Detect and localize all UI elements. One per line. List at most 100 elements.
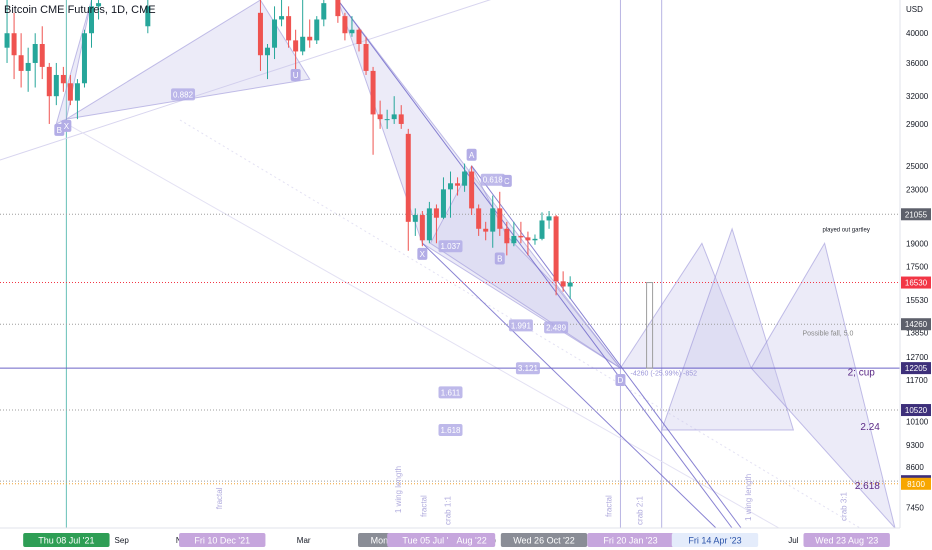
vertical-annotation: 1 wing length (744, 474, 753, 521)
price-badge: 12205 (905, 364, 928, 373)
candle-body (25, 62, 31, 71)
pattern-point-label: B (497, 255, 502, 264)
time-badge-bg (803, 533, 890, 547)
candle-body (363, 44, 369, 71)
candle-body (490, 208, 496, 232)
pattern-point-bg (494, 252, 505, 265)
price-tick-label: 10100 (906, 418, 929, 427)
candle-body (567, 282, 573, 287)
time-badge-bg (587, 533, 674, 547)
price-tick-label: 36000 (906, 59, 929, 68)
pattern-point-bg (290, 68, 301, 81)
ratio-label-bg (508, 319, 533, 332)
candle-body (419, 215, 425, 241)
harmonic-pattern-early-pattern (55, 0, 92, 125)
time-badge-bg (23, 533, 110, 547)
text-annotation: played out gartley (822, 228, 869, 234)
ratio-label: 1.991 (511, 321, 532, 330)
pattern-point-bg (615, 374, 626, 387)
time-badge: Fri 14 Apr '23 (688, 536, 741, 546)
ratio-label-bg (438, 240, 463, 253)
price-badge: 16530 (905, 279, 928, 288)
price-tick-label: 15530 (906, 296, 929, 305)
candle-body (74, 83, 80, 101)
candle-body (81, 33, 87, 84)
trend-line (337, 0, 733, 529)
measure-box (646, 282, 654, 369)
vertical-annotation: 1 wing length (394, 466, 403, 513)
vertical-annotation: fractal (604, 495, 613, 517)
ratio-label-bg (171, 88, 196, 101)
time-badge: Wed 26 Oct '22 (513, 536, 575, 546)
candle-body (518, 235, 524, 238)
pattern-point-label: U (293, 71, 299, 80)
time-tick-label: Jul (788, 536, 798, 545)
ratio-label: 0.618 (483, 176, 504, 185)
candle-body (32, 44, 38, 63)
guide-line (0, 0, 492, 161)
vertical-annotation: fractal (419, 495, 428, 517)
candle-body (279, 16, 285, 20)
price-badge-bg (901, 362, 931, 375)
price-badge-bg (901, 318, 931, 331)
ratio-label-bg (480, 173, 505, 186)
trend-line (421, 242, 717, 529)
candle-body (370, 70, 376, 115)
trend-line (471, 165, 742, 529)
price-tick-label: 17500 (906, 262, 929, 271)
candle-body (293, 40, 299, 52)
candle-body (560, 281, 566, 287)
price-tick-label: 9300 (906, 441, 924, 450)
candle-body (426, 208, 432, 241)
price-badge-bg (901, 404, 931, 417)
price-badge: 10520 (905, 406, 928, 415)
price-tick-label: 25000 (906, 162, 929, 171)
ratio-label: 1.037 (440, 242, 461, 251)
candle-body (272, 19, 278, 48)
vertical-annotation: crab 2:1 (636, 496, 645, 525)
candle-body (89, 6, 95, 34)
price-tick-label: 29000 (906, 120, 929, 129)
price-tick-label: 7450 (906, 503, 924, 512)
candle-body (96, 3, 102, 7)
time-badge: Tue 05 Jul '22 (402, 536, 458, 546)
pattern-point-label: X (64, 122, 70, 131)
ratio-label-bg (438, 424, 463, 437)
candle-body (257, 12, 263, 56)
text-annotation: 2; cup (848, 367, 876, 378)
price-tick-label: 23000 (906, 185, 929, 194)
pattern-point-bg (466, 148, 477, 161)
candle-body (286, 16, 292, 41)
candle-body (412, 215, 418, 222)
candle-body (553, 216, 559, 282)
price-tick-label: 11700 (906, 376, 928, 385)
candle-body (4, 33, 10, 48)
candle-body (384, 119, 390, 121)
time-badge: Wed 23 Aug '23 (815, 536, 878, 546)
candle-body (300, 36, 306, 52)
candle-body (483, 228, 489, 232)
pattern-point-label: B (57, 126, 62, 135)
pattern-point-bg (61, 119, 72, 132)
ratio-label: 3.121 (518, 364, 539, 373)
guide-line (179, 119, 881, 541)
ratio-label: 1.618 (440, 426, 461, 435)
price-badge-bg (901, 276, 931, 289)
time-badge: Aug '22 (456, 536, 486, 546)
candle-body (497, 208, 503, 229)
price-tick-label: 40000 (906, 29, 929, 38)
candle-body (462, 171, 468, 186)
ratio-label-bg (515, 362, 540, 375)
candle-body (307, 36, 313, 41)
harmonic-pattern-projection-2 (660, 227, 795, 431)
candle-body (525, 237, 531, 241)
candle-body (67, 83, 73, 101)
price-axis-background (900, 0, 932, 550)
candle-body (264, 47, 270, 56)
vertical-annotation: crab 3:1 (840, 492, 849, 521)
ratio-label-bg (544, 321, 569, 334)
pattern-point-label: A (469, 151, 475, 160)
candle-body (539, 220, 545, 239)
candle-body (504, 228, 510, 244)
